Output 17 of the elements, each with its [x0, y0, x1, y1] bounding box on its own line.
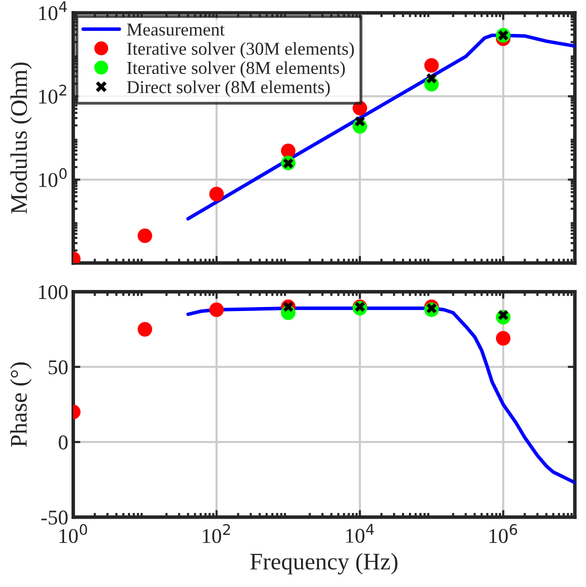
y-tick-label: 10$^{0}$	[39, 168, 67, 188]
y-tick-label: -50	[41, 510, 68, 525]
y-tick-label: 10$^{2}$	[39, 84, 66, 104]
y-tick-label: 10$^{4}$	[39, 1, 67, 20]
legend-label: Direct solver (8M elements)	[127, 80, 330, 97]
y-tick-label: 100	[38, 285, 68, 300]
y-tick-label: 50	[48, 360, 68, 374]
legend-label: Measurement	[127, 24, 225, 36]
x-tick-label: 10$^{2}$	[202, 524, 230, 544]
legend-label: Iterative solver (8M elements)	[127, 61, 345, 78]
y-tick-label: 0	[58, 435, 68, 450]
x-axis-title: Frequency (Hz)	[250, 552, 398, 574]
x-tick-label: 10$^{6}$	[490, 524, 518, 544]
x-tick-label: 10$^{4}$	[346, 524, 374, 543]
y-axis-title: Modulus (Ohm)	[10, 62, 32, 214]
y-axis-title: Phase (°)	[10, 362, 32, 447]
legend-label: Iterative solver (30M elements)	[127, 42, 354, 59]
